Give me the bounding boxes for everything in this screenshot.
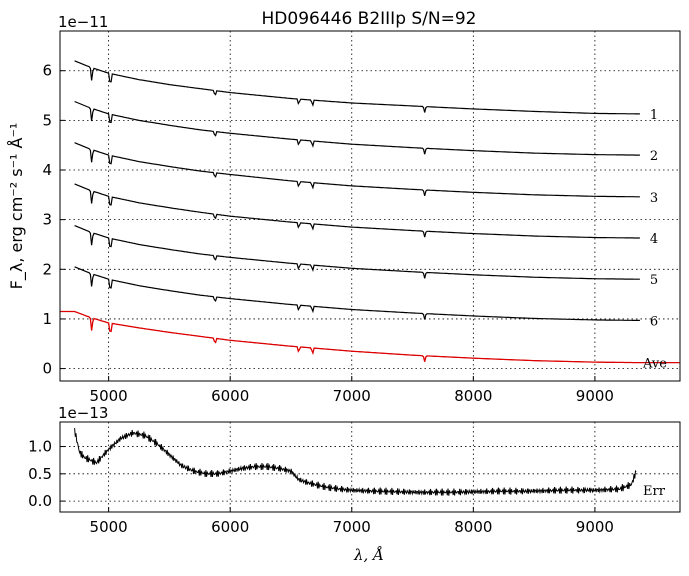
series-label-5: 5 — [650, 273, 658, 288]
bottom-series-group — [74, 428, 637, 496]
series-label-4: 4 — [650, 232, 658, 247]
series-label-err: Err — [643, 484, 666, 499]
top-series-labels: 1 2 3 4 5 6 Ave — [642, 108, 667, 372]
series-line-err — [74, 428, 637, 496]
series-line-ave — [60, 310, 680, 364]
series-label-3: 3 — [650, 191, 658, 206]
offset-text-top: 1e−11 — [58, 13, 108, 31]
top-ytick-label: 0 — [42, 360, 52, 378]
series-line-3 — [74, 142, 640, 198]
offset-text-bottom: 1e−13 — [58, 404, 108, 422]
top-ticks: 5000 6000 7000 8000 9000 0 1 2 3 4 5 6 — [42, 62, 614, 405]
top-xtick-label: 9000 — [576, 387, 614, 405]
top-xtick-label: 5000 — [90, 387, 128, 405]
top-ytick-label: 5 — [42, 111, 52, 129]
top-ytick-label: 4 — [42, 161, 52, 179]
bottom-grid — [60, 422, 680, 512]
bottom-series-labels: Err — [643, 484, 666, 499]
top-xtick-label: 6000 — [211, 387, 249, 405]
top-ytick-label: 6 — [42, 62, 52, 80]
series-label-6: 6 — [650, 314, 658, 329]
bottom-ytick-label: 0.0 — [28, 492, 52, 510]
bottom-ytick-label: 0.5 — [28, 465, 52, 483]
top-xtick-label: 7000 — [333, 387, 371, 405]
bottom-xtick-label: 7000 — [333, 518, 371, 536]
bottom-xtick-label: 5000 — [90, 518, 128, 536]
bottom-axes-frame — [59, 421, 681, 513]
top-ytick-label: 2 — [42, 260, 52, 278]
top-ytick-label: 1 — [42, 310, 52, 328]
flux-panel: HD096446 B2IIIp S/N=92 1e−11 5000 6000 700… — [7, 9, 681, 405]
x-axis-label: λ, Å — [353, 546, 384, 564]
top-xtick-label: 8000 — [454, 387, 492, 405]
series-line-2 — [74, 100, 640, 156]
series-label-1: 1 — [650, 108, 658, 123]
top-axes-frame — [59, 30, 681, 382]
bottom-xtick-label: 8000 — [454, 518, 492, 536]
bottom-ytick-label: 1.0 — [28, 438, 52, 456]
series-line-6 — [74, 266, 640, 321]
series-label-2: 2 — [650, 149, 658, 164]
y-axis-label: F_λ, erg cm⁻² s⁻¹ Å⁻¹ — [7, 123, 27, 290]
top-grid — [60, 31, 680, 381]
bottom-ticks: 5000 6000 7000 8000 9000 0.0 0.5 1.0 — [28, 438, 614, 536]
series-line-1 — [74, 60, 640, 115]
series-line-5 — [74, 225, 640, 280]
top-ytick-label: 3 — [42, 211, 52, 229]
series-label-ave: Ave — [642, 357, 667, 372]
bottom-xtick-label: 9000 — [576, 518, 614, 536]
series-line-4 — [74, 183, 640, 239]
top-series-group — [60, 60, 680, 364]
chart-title: HD096446 B2IIIp S/N=92 — [262, 9, 477, 29]
bottom-xtick-label: 6000 — [211, 518, 249, 536]
